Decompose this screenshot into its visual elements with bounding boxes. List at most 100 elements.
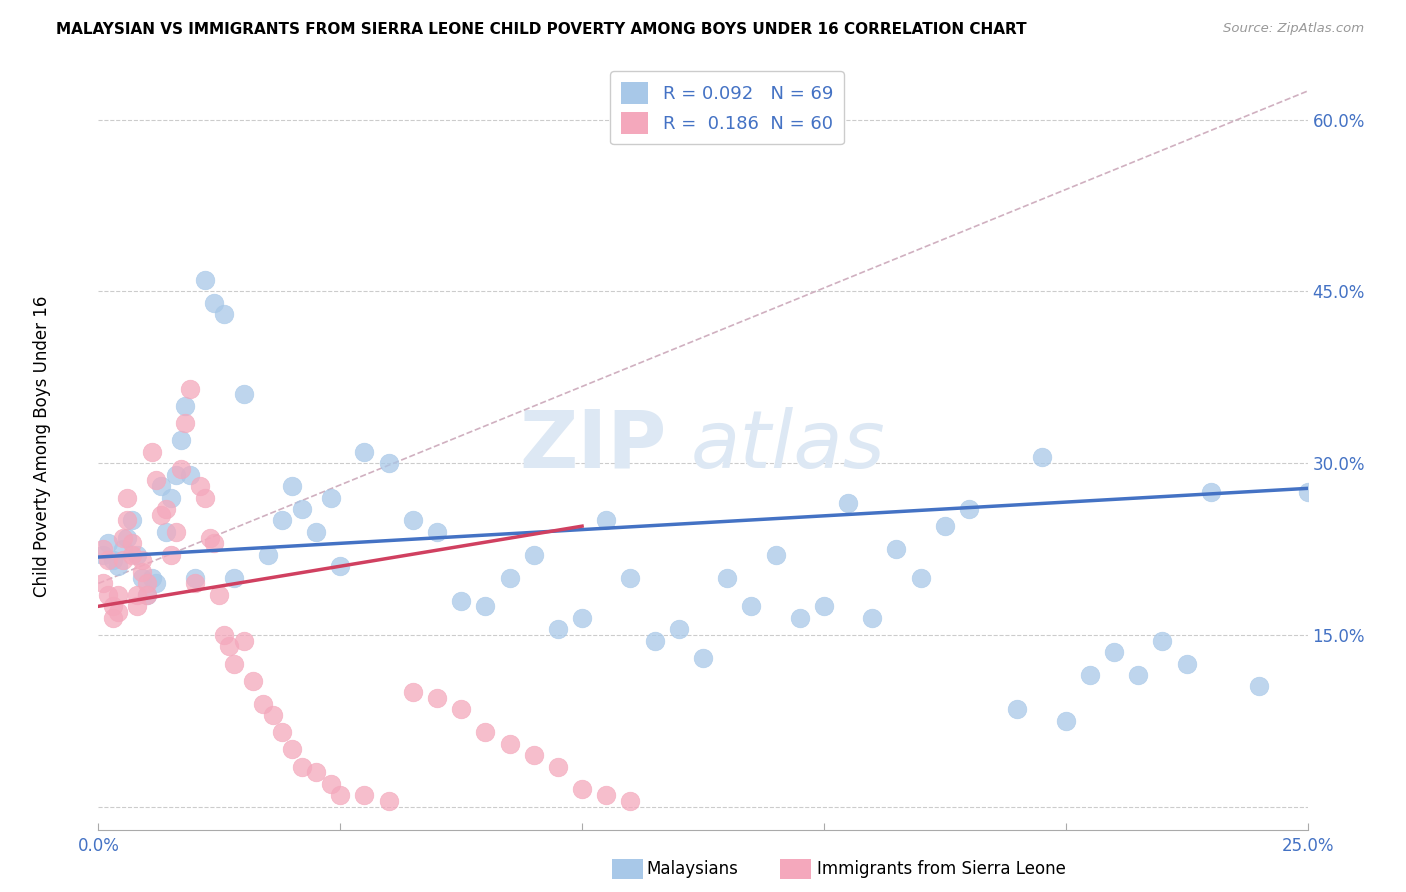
Text: Immigrants from Sierra Leone: Immigrants from Sierra Leone <box>817 860 1066 878</box>
Point <box>595 788 617 802</box>
Point <box>353 444 375 458</box>
Point <box>1152 633 1174 648</box>
Point <box>169 434 191 448</box>
Point <box>218 640 240 654</box>
Point <box>271 513 294 527</box>
Point <box>169 462 191 476</box>
Point <box>1128 668 1150 682</box>
Point <box>194 491 217 505</box>
Point <box>523 748 546 763</box>
Point <box>619 571 641 585</box>
Point <box>204 536 226 550</box>
Point <box>97 588 120 602</box>
Point <box>474 725 496 739</box>
Point <box>329 559 352 574</box>
Point <box>160 548 183 562</box>
Point <box>595 513 617 527</box>
Point <box>740 599 762 614</box>
Point <box>319 491 342 505</box>
Point <box>160 491 183 505</box>
Point <box>222 657 245 671</box>
Point <box>117 513 139 527</box>
Point <box>117 491 139 505</box>
Point <box>184 571 207 585</box>
Point <box>131 571 153 585</box>
Point <box>765 548 787 562</box>
Point <box>91 548 114 562</box>
Point <box>155 502 177 516</box>
Point <box>212 628 235 642</box>
Point <box>117 531 139 545</box>
Point <box>212 307 235 321</box>
Point <box>498 571 520 585</box>
Point <box>1054 714 1077 728</box>
Point <box>262 708 284 723</box>
Text: ZIP: ZIP <box>519 407 666 485</box>
Point <box>305 765 328 780</box>
Point <box>107 588 129 602</box>
Point <box>184 576 207 591</box>
Point <box>1031 450 1053 465</box>
Point <box>474 599 496 614</box>
Point <box>571 782 593 797</box>
Text: Child Poverty Among Boys Under 16: Child Poverty Among Boys Under 16 <box>34 295 51 597</box>
Point <box>426 524 449 539</box>
Point <box>97 536 120 550</box>
Point <box>450 593 472 607</box>
Point <box>107 559 129 574</box>
Text: Source: ZipAtlas.com: Source: ZipAtlas.com <box>1223 22 1364 36</box>
Point <box>145 576 167 591</box>
Point <box>450 702 472 716</box>
Point <box>150 508 173 522</box>
Point <box>523 548 546 562</box>
Point <box>1102 645 1125 659</box>
Point <box>886 542 908 557</box>
Point <box>281 479 304 493</box>
Point <box>141 571 163 585</box>
Point <box>107 605 129 619</box>
Point <box>111 542 134 557</box>
Point <box>179 467 201 482</box>
Point <box>208 588 231 602</box>
Point <box>101 553 124 567</box>
Point <box>131 553 153 567</box>
Point <box>179 382 201 396</box>
Point <box>204 296 226 310</box>
Point <box>256 548 278 562</box>
Point <box>174 399 197 413</box>
Point <box>813 599 835 614</box>
Point <box>329 788 352 802</box>
Point <box>135 588 157 602</box>
Point <box>121 548 143 562</box>
Point <box>135 588 157 602</box>
Point <box>353 788 375 802</box>
Point <box>571 611 593 625</box>
Text: atlas: atlas <box>690 407 886 485</box>
Text: MALAYSIAN VS IMMIGRANTS FROM SIERRA LEONE CHILD POVERTY AMONG BOYS UNDER 16 CORR: MALAYSIAN VS IMMIGRANTS FROM SIERRA LEON… <box>56 22 1026 37</box>
Point <box>498 737 520 751</box>
Point <box>1249 680 1271 694</box>
Point <box>222 571 245 585</box>
Point <box>716 571 738 585</box>
Point <box>271 725 294 739</box>
Point <box>232 633 254 648</box>
Point <box>1007 702 1029 716</box>
Point <box>127 588 149 602</box>
Point <box>111 531 134 545</box>
Point <box>188 479 211 493</box>
Point <box>242 673 264 688</box>
Point <box>91 542 114 557</box>
Point <box>135 576 157 591</box>
Point <box>619 794 641 808</box>
Point <box>121 536 143 550</box>
Point <box>910 571 932 585</box>
Point <box>111 553 134 567</box>
Point <box>305 524 328 539</box>
Point <box>934 519 956 533</box>
Point <box>131 565 153 579</box>
Point <box>1296 484 1319 499</box>
Point <box>644 633 666 648</box>
Point <box>91 576 114 591</box>
Point <box>789 611 811 625</box>
Point <box>198 531 221 545</box>
